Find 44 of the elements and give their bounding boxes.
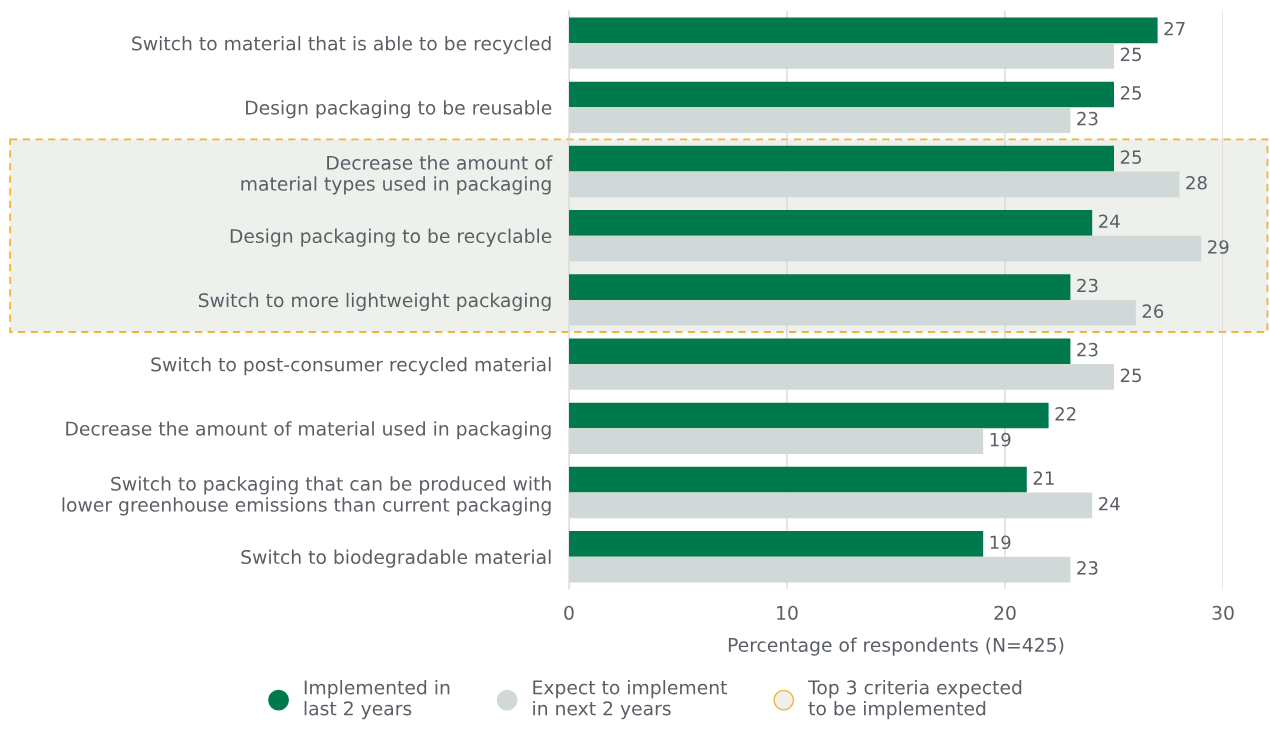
- data-label: 26: [1142, 304, 1164, 318]
- data-label: 24: [1099, 496, 1120, 511]
- bar: [568, 338, 1071, 365]
- x-tick-label: 30: [1212, 605, 1234, 620]
- x-tick-label: 20: [994, 605, 1016, 620]
- bar: [568, 210, 1093, 236]
- data-label: 29: [1208, 240, 1229, 254]
- data-label: 22: [1055, 407, 1076, 421]
- data-label: 25: [1120, 47, 1141, 62]
- bar: [568, 17, 1158, 44]
- y-tick-label: Switch to post-consumer recycled material: [151, 356, 551, 376]
- bar: [568, 274, 1071, 300]
- y-tick-label: Decrease the amount of material used in packaging: [66, 421, 551, 440]
- bar: [568, 81, 1114, 108]
- y-tick-label: Switch to packaging that can be produced with lower greenhouse emissions than current packaging: [62, 476, 551, 516]
- data-label: 19: [990, 535, 1011, 550]
- bar: [568, 531, 984, 557]
- data-label: 23: [1077, 278, 1098, 293]
- data-label: 21: [1033, 471, 1054, 485]
- data-label: 23: [1077, 342, 1098, 357]
- y-tick-label: Switch to more lightweight packaging: [198, 292, 551, 311]
- bar: [568, 466, 1027, 493]
- bar: [568, 402, 1049, 429]
- data-label: 25: [1120, 368, 1141, 383]
- data-label: 25: [1120, 150, 1141, 164]
- data-label: 23: [1077, 561, 1098, 575]
- y-tick-label: Design packaging to be reusable: [246, 100, 552, 119]
- y-tick-label: Design packaging to be recyclable: [230, 228, 552, 247]
- x-tick-label: 10: [777, 605, 798, 620]
- x-axis-title: Percentage of respondents (N=425): [728, 637, 1064, 656]
- legend-label: Expect to implement in next 2 years: [533, 679, 728, 720]
- bar: [568, 145, 1114, 172]
- data-label: 25: [1120, 86, 1141, 100]
- legend-label: Top 3 criteria expected to be implemented: [808, 679, 1022, 720]
- data-label: 24: [1099, 214, 1120, 228]
- data-label: 19: [990, 432, 1011, 447]
- x-tick-label: 0: [564, 605, 574, 620]
- data-label: 28: [1186, 175, 1207, 190]
- y-tick-label: Switch to biodegradable material: [241, 549, 551, 568]
- legend-label: Implemented in last 2 years: [304, 679, 450, 720]
- data-label: 27: [1164, 21, 1185, 36]
- y-tick-label: Decrease the amount of material types used in packaging: [241, 155, 553, 195]
- data-label: 23: [1077, 111, 1098, 126]
- y-tick-label: Switch to material that is able to be recycled: [132, 36, 551, 55]
